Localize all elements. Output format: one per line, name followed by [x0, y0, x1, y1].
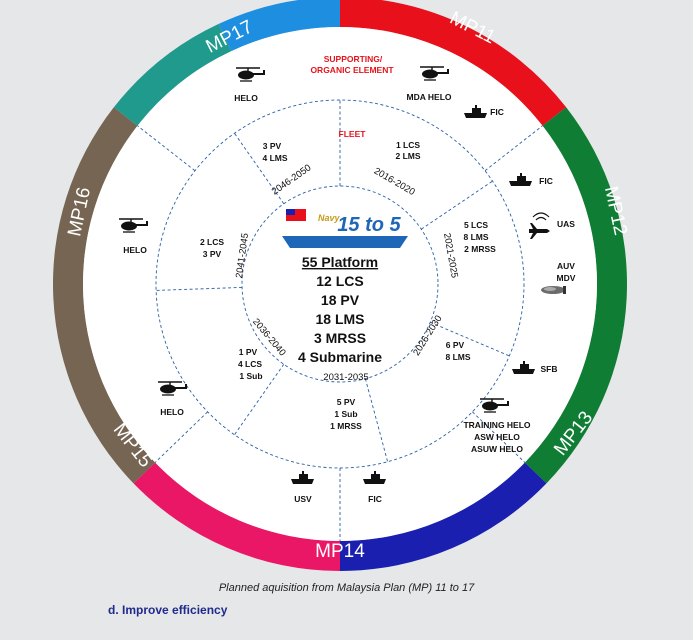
sector-divider: [154, 411, 208, 463]
fleet-2046: 3 PV 4 LMS: [262, 141, 287, 163]
center-line: 12 LCS: [316, 273, 363, 289]
center-line: 4 Submarine: [298, 349, 382, 365]
support-label: MDA HELO: [406, 92, 451, 102]
period-divider: [420, 180, 493, 230]
support-mp15: HELO: [157, 381, 188, 417]
support-label: ASUW HELO: [471, 444, 523, 454]
period-divider: [430, 321, 510, 357]
support-mp17: HELO: [234, 67, 266, 103]
fleet-item: 3 PV: [263, 141, 282, 151]
support-label: FIC: [539, 176, 553, 186]
supporting-label-line2: ORGANIC ELEMENT: [310, 65, 394, 75]
fleet-2036: 1 PV 4 LCS 1 Sub: [238, 347, 263, 381]
outer-mp-ring: [53, 0, 627, 571]
fleet-2021: 5 LCS 8 LMS 2 MRSS: [463, 220, 496, 254]
navy-15to5-logo: Navy 15 to 5: [282, 209, 408, 248]
support-mp13: SFB TRAINING HELO ASW HELO ASUW HELO: [463, 361, 558, 454]
fleet-item: 1 Sub: [334, 409, 357, 419]
sector-divider: [472, 411, 526, 463]
label-mp14: MP14: [315, 541, 365, 562]
center-headline: 55 Platform: [302, 254, 378, 270]
center-line: 18 LMS: [315, 311, 364, 327]
logo-15to5-text: 15 to 5: [337, 214, 401, 236]
fleet-item: 2 LMS: [395, 151, 420, 161]
fleet-2031: 5 PV 1 Sub 1 MRSS: [330, 397, 362, 431]
fleet-item: 1 MRSS: [330, 421, 362, 431]
support-mp14: USV FIC: [291, 471, 386, 504]
fleet-item: 5 LCS: [464, 220, 488, 230]
fleet-item: 2 MRSS: [464, 244, 496, 254]
support-label: FIC: [490, 107, 504, 117]
fleet-item: 1 Sub: [239, 371, 262, 381]
fleet-item: 4 LMS: [262, 153, 287, 163]
fleet-item: 6 PV: [446, 340, 465, 350]
mp-ring-segment: [113, 23, 232, 126]
support-mp11: MDA HELO FIC: [406, 66, 504, 118]
support-mp16: HELO: [118, 218, 149, 255]
mp-ring-segment: [340, 0, 567, 126]
fleet-item: 5 PV: [337, 397, 356, 407]
support-label: USV: [294, 494, 312, 504]
fleet-item: 8 LMS: [445, 352, 470, 362]
uas-signal-icon: [532, 212, 550, 221]
fleet-item: 1 PV: [239, 347, 258, 357]
support-label: ASW HELO: [474, 432, 520, 442]
center-circle: [241, 185, 439, 383]
fleet-2016: 1 LCS 2 LMS: [395, 140, 420, 161]
support-label: UAS: [557, 219, 575, 229]
support-label: HELO: [234, 93, 258, 103]
mp-ring-segment: [53, 107, 156, 484]
period-2031: 2031-2035: [323, 372, 368, 383]
period-divider: [234, 133, 285, 204]
support-label: TRAINING HELO: [463, 420, 530, 430]
support-label: AUV: [557, 261, 575, 271]
support-label: HELO: [160, 407, 184, 417]
sector-divider: [484, 125, 543, 172]
fleet-2026: 6 PV 8 LMS: [445, 340, 470, 362]
fleet-item: 2 LCS: [200, 237, 224, 247]
figure-caption: Planned aquisition from Malaysia Plan (M…: [218, 582, 475, 594]
support-label: MDV: [557, 273, 576, 283]
outer-dividers: [137, 125, 543, 541]
period-divider: [156, 286, 243, 291]
mp-ring-segment: [133, 462, 340, 571]
center-line: 3 MRSS: [314, 330, 366, 346]
fleet-item: 1 LCS: [396, 140, 420, 150]
mp-ring-segment: [524, 107, 627, 484]
fleet-item: 3 PV: [203, 249, 222, 259]
center-line: 18 PV: [321, 292, 360, 308]
fleet-ring: [155, 99, 525, 469]
support-label: HELO: [123, 245, 147, 255]
logo-navy-text: Navy: [318, 213, 341, 223]
support-label: FIC: [368, 494, 382, 504]
mp-ring-segment: [340, 462, 547, 571]
period-divider: [234, 364, 285, 435]
period-divider: [364, 378, 389, 462]
support-mp12: FIC UAS AUV MDV: [509, 173, 576, 294]
fleet-2041: 2 LCS 3 PV: [200, 237, 224, 259]
fleet-dividers: [156, 100, 510, 462]
fleet-item: 4 LCS: [238, 359, 262, 369]
support-label: SFB: [541, 364, 558, 374]
fleet-label: FLEET: [339, 129, 367, 139]
supporting-label-line1: SUPPORTING/: [324, 54, 383, 64]
fleet-item: 8 LMS: [463, 232, 488, 242]
sector-divider: [137, 125, 196, 172]
section-subheading: d. Improve efficiency: [108, 603, 228, 617]
mp-ring-segment: [218, 0, 340, 52]
